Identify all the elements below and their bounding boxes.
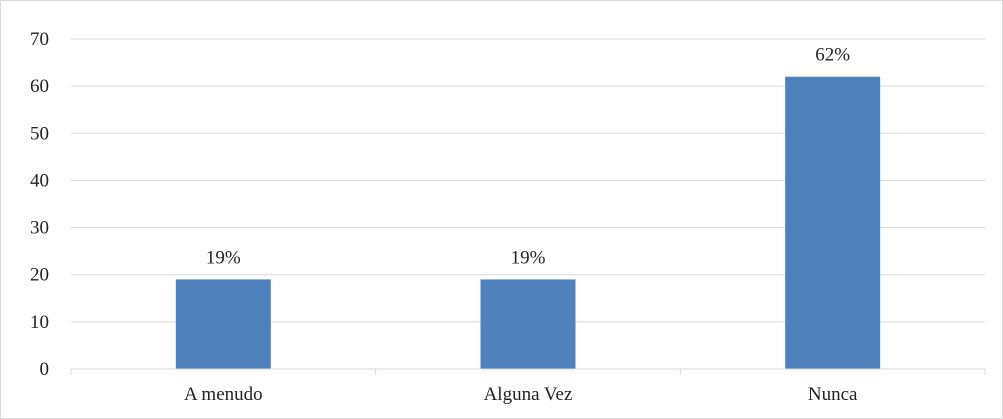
x-axis: A menudo Alguna Vez Nunca: [70, 368, 986, 405]
y-tick-label: 40: [30, 170, 49, 191]
gridlines: [71, 38, 985, 323]
data-label: 62%: [815, 45, 850, 66]
data-label: 19%: [206, 247, 241, 268]
x-category-label: Alguna Vez: [484, 384, 573, 405]
bar: [175, 279, 271, 369]
bar: [480, 279, 576, 369]
bars: [175, 76, 881, 369]
y-tick-label: 20: [30, 265, 49, 286]
y-tick-label: 10: [30, 312, 49, 333]
y-axis-ticks: 0 10 20 30 40 50 60 70: [30, 29, 49, 380]
bar: [785, 76, 881, 369]
x-category-label: Nunca: [808, 384, 858, 405]
data-labels: 19% 19% 62%: [206, 45, 850, 269]
data-label: 19%: [511, 247, 546, 268]
x-category-label: A menudo: [184, 384, 263, 405]
y-tick-label: 60: [30, 76, 49, 97]
y-tick-label: 0: [40, 359, 50, 380]
y-tick-label: 50: [30, 123, 49, 144]
y-tick-label: 70: [30, 29, 49, 50]
y-tick-label: 30: [30, 218, 49, 239]
